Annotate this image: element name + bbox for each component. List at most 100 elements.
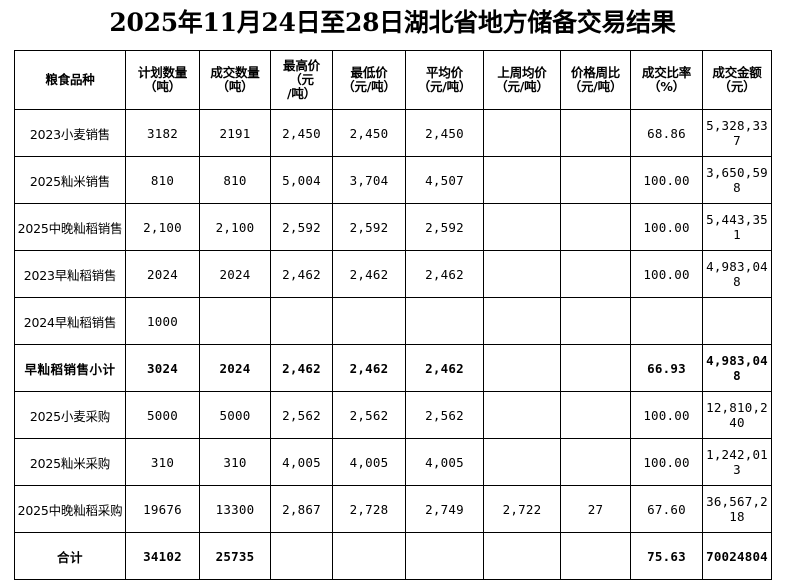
column-header-line: 价格周比 [570,65,621,80]
column-header-line: （元/吨） [342,79,396,94]
cell-deal_amount: 4,983,048 [702,344,772,392]
cell-variety-name: 早籼稻销售小计 [14,344,126,392]
cell-max_price: 5,004 [270,156,333,204]
cell-plan_qty: 310 [125,438,200,486]
cell-variety-name: 2025籼米采购 [14,438,126,486]
cell-avg_price [405,297,484,345]
column-header-line: /吨） [287,86,316,101]
column-header-max_price: 最高价 （元/吨） [270,50,333,110]
cell-deal_qty: 5000 [199,391,271,439]
cell-week_change [560,109,631,157]
cell-min_price [332,532,406,580]
cell-max_price: 2,562 [270,391,333,439]
cell-avg_price: 4,005 [405,438,484,486]
column-header-line: （%） [648,79,685,94]
cell-max_price [270,532,333,580]
cell-last_week_avg: 2,722 [483,485,561,533]
cell-min_price: 3,704 [332,156,406,204]
cell-deal_rate [630,297,703,345]
cell-deal_amount: 5,443,351 [702,203,772,251]
cell-week_change [560,297,631,345]
cell-variety-name: 2025中晚籼稻采购 [14,485,126,533]
table-row: 2024早籼稻销售 1000 [14,297,772,345]
cell-deal_rate: 67.60 [630,485,703,533]
cell-deal_rate: 68.86 [630,109,703,157]
column-header-deal_rate: 成交比率 （%） [630,50,703,110]
cell-deal_rate: 100.00 [630,156,703,204]
column-header-line: 成交比率 [641,65,692,80]
cell-deal_amount: 5,328,337 [702,109,772,157]
column-header-line: （吨） [144,79,181,94]
cell-variety-name: 2024早籼稻销售 [14,297,126,345]
cell-plan_qty: 1000 [125,297,200,345]
cell-deal_rate: 100.00 [630,438,703,486]
column-header-variety: 粮食品种 [14,50,126,110]
cell-max_price: 2,450 [270,109,333,157]
cell-deal_amount: 3,650,598 [702,156,772,204]
table-row: 2025中晚籼稻采购 19676 13300 2,867 2,728 2,749 2,722… [14,485,772,533]
table-row: 2025小麦采购 5000 5000 2,562 2,562 2,562 100.00 12,… [14,391,772,439]
cell-avg_price: 2,462 [405,250,484,298]
cell-max_price: 2,462 [270,344,333,392]
column-header-avg_price: 平均价 （元/吨） [405,50,484,110]
column-header-week_change: 价格周比 （元/吨） [560,50,631,110]
cell-deal_rate: 66.93 [630,344,703,392]
cell-avg_price: 2,462 [405,344,484,392]
cell-last_week_avg [483,438,561,486]
cell-plan_qty: 2024 [125,250,200,298]
cell-deal_rate: 75.63 [630,532,703,580]
table-row: 2023小麦销售 3182 2191 2,450 2,450 2,450 68.86 5,32… [14,109,772,157]
cell-week_change [560,250,631,298]
column-header-line: 最低价 [350,65,388,80]
column-header-line: 计划数量 [137,65,188,80]
cell-deal_rate: 100.00 [630,250,703,298]
cell-deal_amount: 4,983,048 [702,250,772,298]
cell-avg_price [405,532,484,580]
trade-results-table: 粮食品种 计划数量 （吨） 成交数量 （吨） 最高价 （元/吨） 最低价 （元/吨） 平均价 （元/… [14,50,772,580]
cell-variety-name: 2023小麦销售 [14,109,126,157]
cell-week_change [560,203,631,251]
table-row: 早籼稻销售小计 3024 2024 2,462 2,462 2,462 66.93 4,983… [14,344,772,392]
cell-min_price [332,297,406,345]
cell-avg_price: 2,562 [405,391,484,439]
cell-week_change: 27 [560,485,631,533]
column-header-last_week_avg: 上周均价 （元/吨） [483,50,561,110]
column-header-deal_qty: 成交数量 （吨） [199,50,271,110]
cell-deal_amount: 36,567,218 [702,485,772,533]
cell-week_change [560,344,631,392]
column-header-plan_qty: 计划数量 （吨） [125,50,200,110]
cell-plan_qty: 2,100 [125,203,200,251]
table-row: 2025籼米采购 310 310 4,005 4,005 4,005 100.00 1,242… [14,438,772,486]
cell-min_price: 2,462 [332,250,406,298]
cell-deal_qty: 2024 [199,250,271,298]
cell-max_price: 4,005 [270,438,333,486]
cell-deal_qty [199,297,271,345]
cell-max_price: 2,867 [270,485,333,533]
column-header-line: 上周均价 [497,65,547,80]
table-row: 2025籼米销售 810 810 5,004 3,704 4,507 100.00 3,650… [14,156,772,204]
cell-deal_amount: 12,810,240 [702,391,772,439]
table-header-row: 粮食品种 计划数量 （吨） 成交数量 （吨） 最高价 （元/吨） 最低价 （元/吨） 平均价 （元/… [14,50,772,110]
page-title: 2025年11月24日至28日湖北省地方储备交易结果 [109,8,676,38]
cell-week_change [560,391,631,439]
cell-deal_qty: 2191 [199,109,271,157]
column-header-line: （元/吨） [417,79,472,94]
cell-plan_qty: 3024 [125,344,200,392]
cell-variety-name: 合计 [14,532,126,580]
cell-plan_qty: 19676 [125,485,200,533]
cell-deal_rate: 100.00 [630,203,703,251]
cell-deal_amount [702,297,772,345]
cell-avg_price: 4,507 [405,156,484,204]
cell-last_week_avg [483,109,561,157]
report-title-bar: 2025年11月24日至28日湖北省地方储备交易结果 [0,0,785,47]
cell-deal_qty: 25735 [199,532,271,580]
trade-results-table-wrapper: 粮食品种 计划数量 （吨） 成交数量 （吨） 最高价 （元/吨） 最低价 （元/吨） 平均价 （元/… [14,50,772,580]
cell-plan_qty: 3182 [125,109,200,157]
cell-max_price: 2,592 [270,203,333,251]
cell-variety-name: 2023早籼稻销售 [14,250,126,298]
cell-deal_amount: 1,242,013 [702,438,772,486]
column-header-deal_amount: 成交金额 （元） [702,50,772,110]
column-header-line: （吨） [216,79,254,94]
cell-deal_amount: 70024804 [702,532,772,580]
